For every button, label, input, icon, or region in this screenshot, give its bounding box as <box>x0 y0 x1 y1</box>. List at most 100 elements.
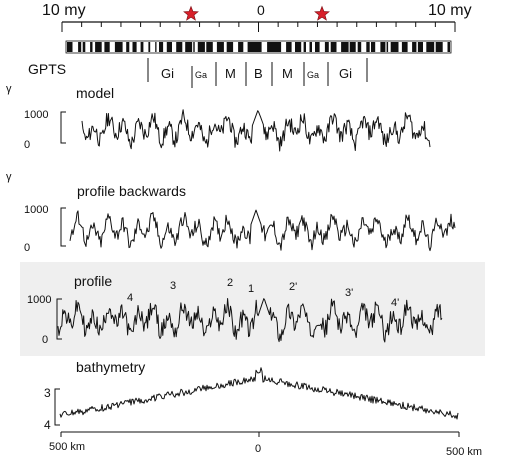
time-axis-ticks <box>61 22 456 32</box>
chron-label: B <box>254 66 263 81</box>
polarity-block <box>412 42 417 52</box>
model-tick-1000: 1000 <box>24 109 48 121</box>
backwards-title: profile backwards <box>77 183 186 199</box>
polarity-block <box>155 42 157 52</box>
backwards-tick-0: 0 <box>24 242 30 254</box>
anomaly-label: 2 <box>227 277 233 289</box>
profile-scale-bracket <box>56 298 62 340</box>
polarity-block <box>286 42 292 52</box>
polarity-block <box>267 42 282 52</box>
distance-center-label: 0 <box>255 443 261 455</box>
polarity-block <box>140 42 144 52</box>
polarity-block <box>247 42 262 52</box>
polarity-block <box>185 42 193 52</box>
chron-label: Ga <box>307 70 319 80</box>
polarity-block <box>226 42 234 52</box>
backwards-tick-1000: 1000 <box>24 204 48 216</box>
distance-left-label: 500 km <box>49 441 85 453</box>
model-tick-0: 0 <box>24 139 30 151</box>
polarity-block <box>303 42 306 52</box>
model-anomaly-trace <box>81 109 431 152</box>
profile-title: profile <box>74 273 112 289</box>
profile-panel: profile 1000 0 4 3 2 1 2' 3' 4' <box>20 262 485 356</box>
polarity-block <box>324 42 329 52</box>
polarity-block <box>176 42 183 52</box>
polarity-block <box>126 42 130 52</box>
polarity-block <box>349 42 356 52</box>
time-scale: 10 my 0 10 my <box>42 2 472 32</box>
polarity-block <box>315 42 320 52</box>
polarity-block <box>309 42 312 52</box>
bathymetry-trace <box>59 367 459 420</box>
polarity-block <box>82 42 86 52</box>
model-title: model <box>76 85 114 101</box>
observed-profile-trace <box>57 298 443 343</box>
polarity-block <box>371 42 376 52</box>
polarity-block <box>435 42 443 52</box>
polarity-block <box>447 42 450 52</box>
polarity-block <box>357 42 362 52</box>
gpts-chron-row: Gi Ga M B M Ga Gi <box>147 58 368 88</box>
red-star-icon <box>314 5 330 21</box>
polarity-block <box>295 42 302 52</box>
anomaly-label: 3' <box>345 287 353 299</box>
time-right-label: 10 my <box>428 2 472 19</box>
polarity-blocks <box>67 42 450 52</box>
anomaly-label: 4' <box>391 297 399 309</box>
anomaly-label: 1 <box>248 283 254 295</box>
polarity-block <box>90 42 93 52</box>
polarity-block <box>166 42 172 52</box>
profile-backwards-trace <box>69 209 456 252</box>
backwards-scale-bracket <box>60 207 66 247</box>
polarity-block <box>95 42 102 52</box>
red-star-icon <box>183 5 199 21</box>
profile-backwards-panel: γ profile backwards 1000 0 <box>6 171 456 254</box>
bathymetry-scale-bracket <box>54 388 60 426</box>
polarity-block <box>67 42 73 52</box>
chron-label: Ga <box>195 70 207 80</box>
time-center-label: 0 <box>257 2 265 18</box>
polarity-block <box>132 42 137 52</box>
polarity-bar <box>65 40 452 54</box>
gpts-label: GPTS <box>28 61 66 77</box>
profile-tick-0: 0 <box>42 334 48 346</box>
bathymetry-tick-3: 3 <box>44 386 51 400</box>
backwards-unit-label: γ <box>6 171 12 183</box>
profile-tick-1000: 1000 <box>27 294 51 306</box>
bathymetry-title: bathymetry <box>76 359 145 375</box>
model-scale-bracket <box>60 111 66 144</box>
chron-label: M <box>225 66 236 81</box>
polarity-block <box>114 42 123 52</box>
chron-label: Gi <box>339 66 352 81</box>
polarity-block <box>366 42 370 52</box>
distance-axis: 500 km 0 500 km <box>49 431 482 458</box>
polarity-block <box>386 42 389 52</box>
polarity-block <box>401 42 408 52</box>
polarity-block <box>417 42 423 52</box>
polarity-block <box>104 42 110 52</box>
polarity-block <box>193 42 195 52</box>
polarity-block <box>148 42 151 52</box>
distance-right-label: 500 km <box>446 446 482 458</box>
polarity-bar-outline <box>65 40 452 54</box>
polarity-block <box>216 42 224 52</box>
polarity-block <box>206 42 213 52</box>
polarity-block <box>341 42 349 52</box>
bathymetry-panel: bathymetry 3 4 <box>44 359 459 432</box>
anomaly-label: 2' <box>289 281 297 293</box>
polarity-block <box>238 42 244 52</box>
bathymetry-tick-4: 4 <box>44 418 51 432</box>
chron-label: M <box>282 66 293 81</box>
polarity-block <box>159 42 164 52</box>
polarity-block <box>197 42 205 52</box>
model-unit-label: γ <box>6 83 12 95</box>
model-panel: γ model 1000 0 <box>6 83 431 152</box>
anomaly-label: 3 <box>170 280 176 292</box>
polarity-block <box>426 42 435 52</box>
polarity-block <box>380 42 386 52</box>
time-left-label: 10 my <box>42 2 86 19</box>
polarity-block <box>78 42 82 52</box>
anomaly-label: 4 <box>127 292 133 304</box>
polarity-block <box>330 42 337 52</box>
